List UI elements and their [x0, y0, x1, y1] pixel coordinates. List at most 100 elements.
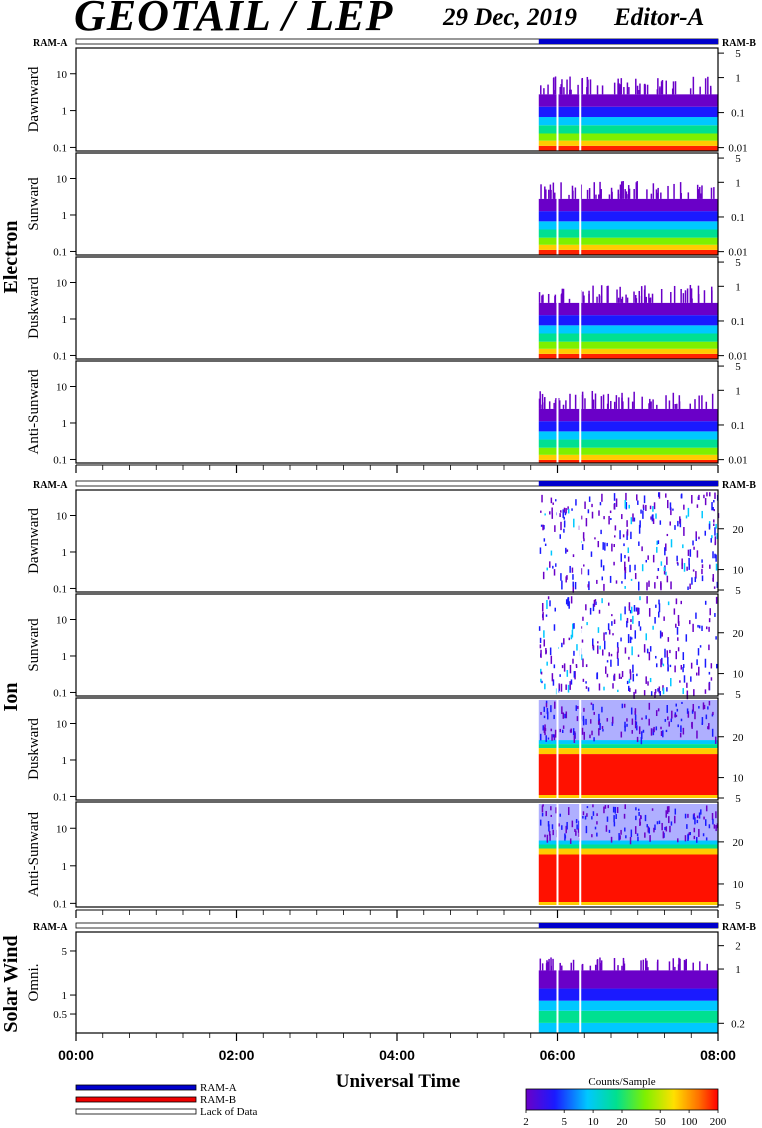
ion-speck-1-5	[582, 658, 584, 668]
spectrogram-speck-0-2-24	[648, 293, 650, 303]
ion-speck-0-204	[633, 517, 636, 522]
ion-speck-0-1	[665, 493, 667, 498]
panel-frame-0-3	[75, 360, 719, 464]
spectrogram-speck-0-0-50	[561, 79, 563, 95]
ion-speck-3-9	[666, 806, 669, 814]
ion-speck-0-79	[615, 498, 618, 507]
ion-speck-1-100	[617, 689, 619, 693]
ion-speck-2-121	[606, 718, 609, 722]
spectrogram-speck-0-2-26	[606, 285, 608, 303]
ion-speck-1-10	[595, 601, 597, 605]
ion-speck-1-196	[559, 674, 561, 677]
spectrogram-speck-0-2-13	[596, 296, 598, 303]
ion-speck-0-206	[711, 535, 713, 539]
spectrogram-band-0-2-4	[538, 325, 718, 334]
ion-speck-1-62	[710, 677, 713, 681]
panel-frame-1-1	[75, 593, 719, 697]
spectrogram-speck-0-1-36	[548, 189, 550, 199]
right-tick-label-0-2-2: 1	[735, 281, 741, 293]
ion-speck-1-66	[696, 672, 698, 676]
left-tick-label-1-2-2: 10	[56, 719, 68, 731]
ion-speck-0-166	[543, 538, 546, 542]
ion-speck-0-153	[542, 571, 545, 580]
ion-speck-1-257	[680, 664, 683, 670]
ion-speck-3-18	[637, 836, 639, 842]
ion-speck-2-106	[691, 721, 693, 729]
spectrogram-band-0-1-6	[538, 198, 718, 212]
solar-wind-speck-46	[561, 965, 563, 971]
ion-speck-2-94	[675, 714, 678, 717]
ion-speck-2-18	[675, 703, 677, 707]
spectrogram-band-0-1-2	[538, 237, 718, 245]
ion-speck-1-85	[659, 630, 662, 639]
spectrogram-speck-0-0-17	[618, 87, 621, 95]
spectrogram-speck-0-3-35	[607, 393, 610, 409]
ion-speck-3-25	[653, 827, 655, 833]
ion-speck-3-78	[565, 825, 567, 834]
spectrogram-speck-0-0-21	[553, 77, 555, 95]
panel-label-duskward: Duskward	[26, 277, 42, 339]
ion-speck-2-65	[611, 716, 614, 724]
ion-speck-1-7	[704, 658, 707, 668]
ion-speck-1-149	[638, 621, 640, 627]
spectrogram-speck-0-2-59	[560, 294, 563, 303]
ion-speck-0-189	[683, 504, 685, 510]
ion-speck-2-120	[655, 726, 658, 731]
ion-speck-0-223	[652, 514, 654, 519]
ion-speck-0-175	[666, 533, 669, 537]
right-tick-label-2-0-0: 0.2	[731, 1018, 745, 1030]
ion-speck-3-102	[665, 826, 668, 832]
ion-speck-1-200	[605, 632, 607, 635]
ion-speck-2-67	[565, 711, 568, 719]
ion-speck-3-13	[608, 829, 611, 833]
ion-speck-1-233	[697, 648, 700, 656]
ion-speck-0-121	[645, 559, 647, 563]
ion-speck-0-125	[560, 510, 562, 513]
ion-speck-3-17	[693, 835, 696, 840]
ion-speck-0-220	[564, 512, 567, 516]
solar-wind-speck-26	[550, 965, 552, 971]
ion-speck-3-116	[619, 835, 621, 840]
ion-speck-1-110	[669, 664, 672, 668]
ion-speck-0-230	[609, 510, 612, 514]
spectrogram-speck-0-1-11	[599, 181, 601, 199]
spectrogram-speck-0-2-8	[682, 293, 685, 303]
spectrogram-speck-0-3-6	[558, 400, 561, 409]
ion-speck-1-83	[599, 645, 601, 650]
ion-speck-2-75	[598, 713, 600, 722]
ion-speck-1-180	[629, 636, 632, 644]
ion-speck-1-69	[675, 623, 677, 628]
ion-speck-1-221	[666, 650, 669, 658]
ion-speck-0-9	[639, 520, 641, 528]
left-tick-label-0-3-0: 0.1	[53, 454, 67, 466]
spectrogram-speck-0-0-24	[646, 84, 649, 95]
spectrogram-speck-0-1-47	[646, 189, 648, 199]
spectrogram-speck-0-3-46	[652, 399, 654, 409]
ion-speck-2-107	[692, 703, 695, 712]
ion-speck-0-73	[613, 544, 615, 548]
ion-speck-2-83	[711, 728, 714, 737]
ion-speck-3-139	[558, 823, 560, 827]
ion-speck-1-192	[552, 679, 555, 686]
ion-speck-3-34	[616, 807, 619, 814]
ion-speck-0-109	[587, 569, 590, 576]
ion-speck-0-179	[541, 494, 543, 503]
ion-speck-2-23	[544, 728, 547, 732]
ion-speck-0-20	[583, 538, 585, 542]
ion-speck-3-55	[698, 828, 700, 837]
ion-speck-3-14	[668, 806, 670, 813]
ion-speck-1-143	[563, 638, 565, 645]
ion-speck-0-54	[650, 516, 652, 520]
ion-speck-0-21	[652, 554, 655, 563]
ion-speck-1-39	[585, 664, 588, 668]
ion-speck-0-203	[559, 534, 561, 539]
spectrogram-speck-0-0-47	[554, 76, 557, 95]
spectrogram-speck-0-2-43	[620, 298, 623, 303]
x-tick-label-0: 00:00	[58, 1047, 94, 1063]
ion-speck-2-36	[642, 729, 645, 733]
left-tick-label-1-2-0: 0.1	[53, 791, 67, 803]
spectrogram-speck-0-0-10	[570, 89, 572, 95]
ion-speck-0-70	[632, 513, 634, 522]
colorbar-tick-label-0: 2	[523, 1116, 529, 1128]
ion-speck-0-192	[626, 529, 629, 536]
